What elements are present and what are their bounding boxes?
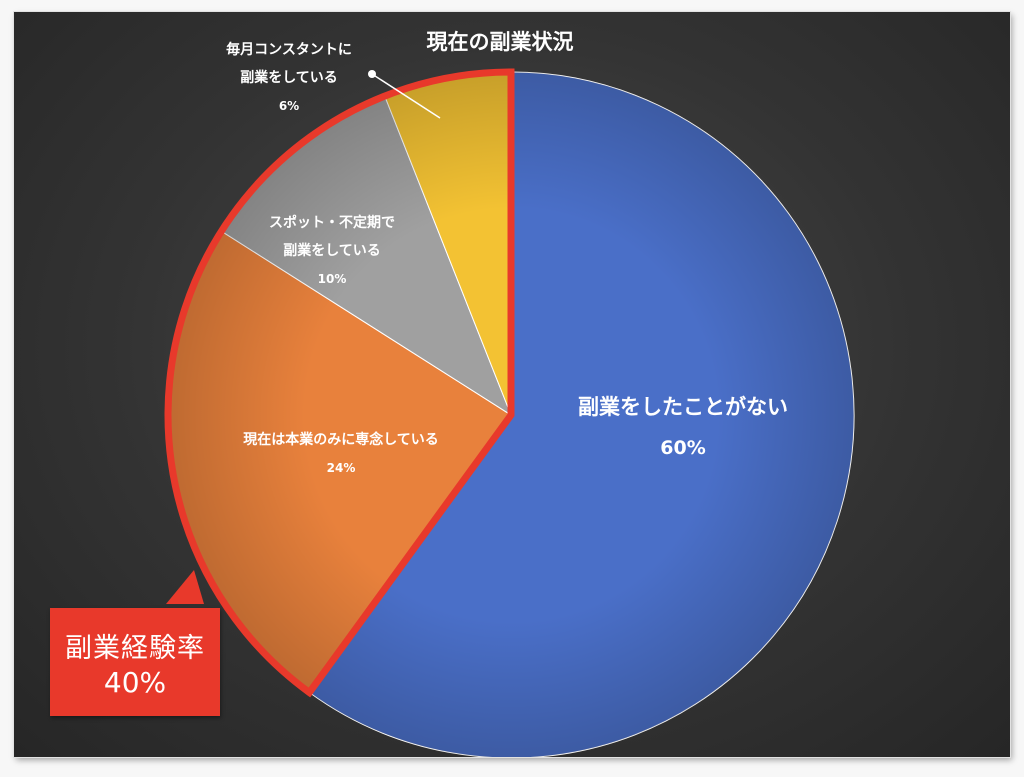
experience-rate-label: 副業経験率 <box>65 633 205 664</box>
label-monthly-constant: 毎月コンスタントに副業をしている 6% <box>226 41 352 113</box>
label-main-job-only: 現在は本業のみに専念している 24% <box>243 431 439 475</box>
chart-title: 現在の副業状況 <box>427 30 574 54</box>
experience-rate-badge: 副業経験率 40% <box>50 608 220 716</box>
badge-pointer <box>166 570 204 604</box>
leader-dot-monthly <box>368 70 376 78</box>
experience-rate-value: 40% <box>103 666 167 699</box>
label-spot-irregular: スポット・不定期で副業をしている 10% <box>269 214 395 286</box>
chart-frame: 副業をしたことがない 60% 現在は本業のみに専念している 24% スポット・不定期で副… <box>14 12 1010 757</box>
label-never-side-job: 副業をしたことがない 60% <box>578 395 788 459</box>
leader-line-monthly <box>371 73 441 119</box>
experience-highlight-outline <box>164 68 515 698</box>
